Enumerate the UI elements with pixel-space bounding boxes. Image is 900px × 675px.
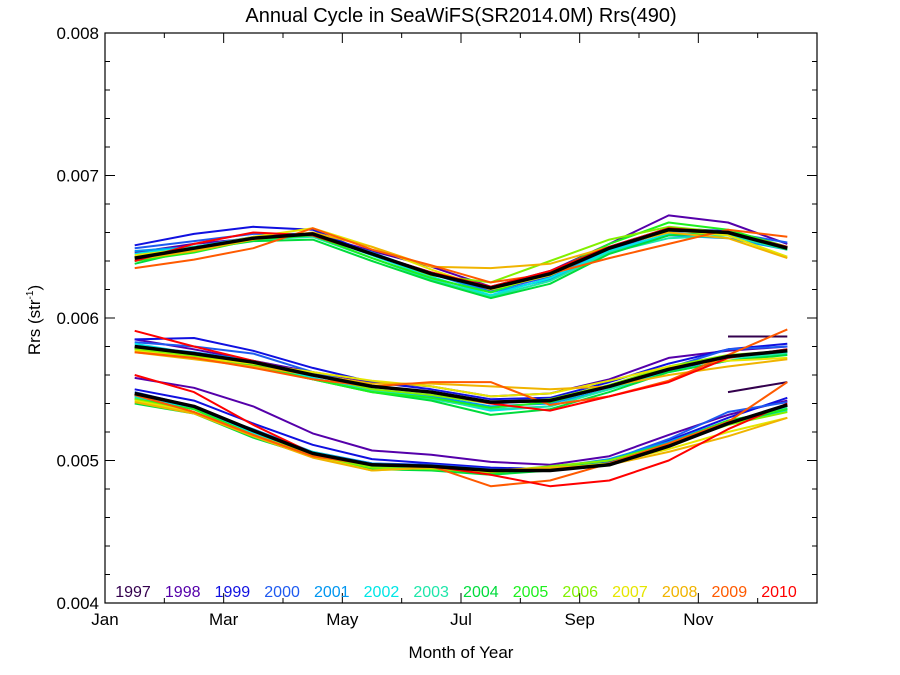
y-axis-label-close: ) [25, 285, 44, 291]
y-tick-label: 0.007 [56, 167, 99, 186]
legend-item-2007: 2007 [612, 584, 648, 601]
y-tick-label: 0.005 [56, 452, 99, 471]
mean-line-lower [134, 391, 788, 473]
legend-item-2005: 2005 [513, 584, 549, 601]
x-tick-label: May [326, 610, 359, 629]
legend-item-2002: 2002 [364, 584, 400, 601]
x-tick-label: Mar [209, 610, 239, 629]
series-line-2009-lower [134, 381, 788, 488]
y-axis-label-superscript: -1 [25, 290, 36, 299]
series-line-2010-lower [134, 374, 788, 488]
mean-lines [134, 227, 788, 473]
x-tick-label: Jul [450, 610, 472, 629]
legend-item-2003: 2003 [413, 584, 449, 601]
plot-frame [104, 32, 818, 604]
legend-item-2001: 2001 [314, 584, 350, 601]
series-lines [134, 214, 788, 488]
x-axis: Jan Mar May Jul Sep Nov [91, 33, 759, 629]
y-axis: 0.004 0.005 0.006 0.007 0.008 [56, 24, 817, 613]
legend-item-2006: 2006 [562, 584, 598, 601]
legend-item-2008: 2008 [662, 584, 698, 601]
chart-title: Annual Cycle in SeaWiFS(SR2014.0M) Rrs(4… [245, 5, 676, 27]
y-tick-label: 0.008 [56, 24, 99, 43]
y-axis-label: Rrs (str-1) [25, 285, 44, 355]
y-tick-label: 0.006 [56, 309, 99, 328]
legend-item-2000: 2000 [264, 584, 300, 601]
x-tick-label: Jan [91, 610, 118, 629]
series-line-1998-upper [134, 214, 788, 288]
series-line-2009-upper [134, 227, 788, 284]
x-tick-label: Sep [565, 610, 595, 629]
series-line-2009-middle [134, 328, 788, 406]
legend: 1997 1998 1999 2000 2001 2002 2003 2004 2005 2006… [115, 584, 797, 601]
x-tick-label: Nov [683, 610, 714, 629]
series-line-1997-lower [727, 381, 788, 394]
mean-line-upper [134, 227, 788, 290]
x-axis-label: Month of Year [409, 643, 514, 662]
legend-item-1998: 1998 [165, 584, 201, 601]
legend-item-2004: 2004 [463, 584, 499, 601]
y-tick-label: 0.004 [56, 594, 99, 613]
y-axis-label-main: Rrs (str [25, 299, 44, 355]
mean-line-middle [134, 344, 788, 404]
legend-item-2010: 2010 [761, 584, 797, 601]
legend-item-2009: 2009 [712, 584, 748, 601]
legend-item-1997: 1997 [115, 584, 151, 601]
series-line-1998-lower [134, 376, 788, 466]
legend-item-1999: 1999 [215, 584, 251, 601]
series-line-1999-middle [134, 337, 788, 401]
